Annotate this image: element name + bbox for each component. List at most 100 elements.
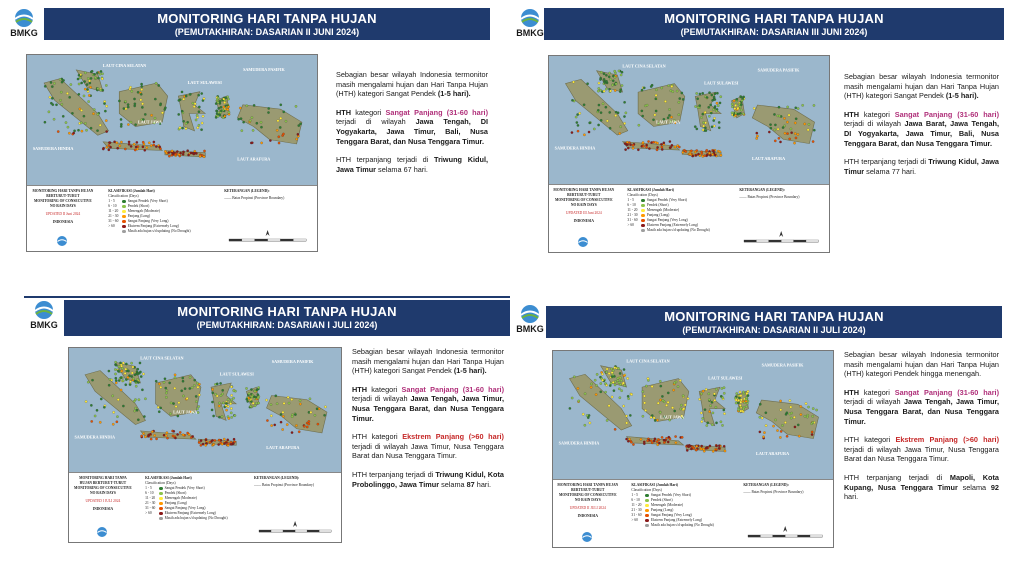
station-dot [242, 120, 245, 124]
station-dot [608, 126, 612, 130]
class-color-dot-icon [122, 214, 126, 219]
keterangan-boundary: —— Batas Propinsi (Province Boundary) [739, 195, 800, 199]
station-dot [779, 140, 782, 144]
station-dot [656, 443, 660, 447]
station-dot [746, 402, 749, 405]
station-dot [111, 422, 115, 426]
station-dot [666, 116, 670, 120]
station-dot [103, 406, 106, 409]
summary-para-1: Sebagian besar wilayah Indonesia termoni… [844, 72, 999, 101]
station-dot [105, 84, 108, 87]
station-dot [193, 102, 197, 106]
legend-title-block: MONITORING HARI TANPA HUJAN BERTURUT-TUR… [553, 188, 615, 224]
station-dot [49, 81, 53, 84]
station-dot [763, 431, 766, 434]
class-color-dot-icon [645, 508, 649, 513]
station-dot [157, 410, 161, 414]
station-dot [43, 85, 47, 88]
station-dot [687, 445, 690, 449]
station-dot [290, 431, 294, 434]
station-dot [793, 425, 797, 429]
station-dot [132, 377, 135, 381]
classification-row: 1 - 5 Sangat Pendek (Very Short) [627, 198, 733, 203]
classification-row: 21 - 30 Panjang (Long) [108, 214, 218, 219]
station-dot [784, 421, 787, 424]
station-dot [641, 414, 645, 418]
station-dot [604, 382, 607, 385]
station-dot [610, 367, 613, 371]
station-dot [654, 93, 658, 97]
station-dot [709, 111, 713, 115]
station-dot [686, 397, 690, 400]
scale-segment [810, 534, 823, 538]
station-dot [786, 120, 789, 124]
station-dot [154, 379, 158, 383]
station-dot [643, 401, 646, 405]
station-dot [217, 107, 221, 110]
station-dot [793, 141, 796, 145]
station-dot [734, 111, 738, 115]
station-dot [599, 78, 602, 81]
logo-circle [97, 527, 108, 537]
station-dot [640, 109, 644, 113]
legend-title-block: MONITORING HARI TANPA HUJAN BERTURUT-TUR… [31, 189, 95, 225]
station-dot [124, 147, 127, 151]
station-dot [127, 140, 131, 144]
station-dot [774, 418, 777, 422]
station-dot [773, 139, 777, 143]
station-dot [278, 126, 282, 129]
station-dot [649, 439, 653, 443]
station-dot [89, 126, 93, 130]
station-dot [666, 391, 670, 395]
station-dot [605, 367, 609, 371]
station-dot [720, 387, 724, 390]
station-dot [134, 406, 138, 410]
station-dot [180, 109, 184, 113]
station-dot [706, 421, 710, 425]
station-dot [51, 85, 54, 88]
station-dot [640, 88, 644, 92]
station-dot [721, 396, 724, 400]
station-dot [595, 373, 599, 376]
station-dot [735, 98, 739, 101]
station-dot [187, 153, 190, 157]
station-dot [718, 444, 721, 447]
station-dot [143, 113, 147, 116]
legend-classification: KLASIFIKASI (Jumlah Hari) Classification … [108, 189, 218, 234]
station-dot [195, 152, 198, 155]
station-dot [811, 421, 815, 424]
legend-classification: KLASIFIKASI (Jumlah Hari) Classification … [631, 483, 737, 528]
station-dot [149, 432, 152, 436]
station-dot [599, 382, 603, 385]
station-dot [176, 433, 179, 436]
station-dot [208, 441, 212, 444]
station-dot [645, 103, 649, 107]
station-dot [704, 388, 708, 391]
class-label: Menengah (Moderate) [650, 503, 684, 507]
station-dot [667, 435, 671, 439]
station-dot [267, 111, 270, 114]
station-dot [642, 144, 645, 148]
station-dot [104, 119, 108, 122]
station-dot [712, 149, 715, 153]
station-dot [743, 401, 746, 404]
station-dot [123, 372, 127, 375]
station-dot [164, 106, 167, 110]
logo-text: BMKG [516, 28, 544, 38]
station-dot [652, 118, 655, 122]
station-dot [713, 124, 716, 128]
station-dot [783, 132, 787, 135]
station-dot [250, 395, 254, 399]
classification-row: > 60 Ekstrem Panjang (Extremely Long) [145, 511, 248, 516]
class-color-dot-icon [641, 208, 645, 213]
station-dot [605, 419, 609, 422]
station-dot [250, 116, 254, 119]
station-dot [200, 92, 204, 95]
label-pacific-ocean: SAMUDERA PASIFIK [243, 67, 285, 72]
station-dot [58, 78, 62, 81]
station-dot [779, 399, 782, 403]
summary-para-3: HTH terpanjang terjadi di Mapoli, Kota K… [844, 472, 999, 502]
station-dot [600, 71, 603, 74]
station-dot [223, 101, 226, 104]
station-dot [227, 110, 231, 114]
